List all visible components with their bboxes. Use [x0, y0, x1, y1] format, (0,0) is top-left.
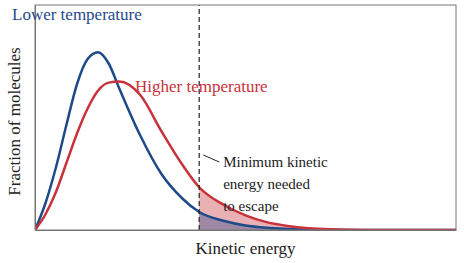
- curve: [35, 52, 456, 230]
- annotation-text: energy needed: [223, 176, 310, 192]
- leader-line: [203, 155, 219, 162]
- plot-frame: [35, 5, 456, 230]
- curve: [35, 82, 456, 231]
- plot: Minimum kinetic energy needed to escape: [35, 5, 457, 231]
- x-axis-title: Kinetic energy: [195, 239, 296, 258]
- annotation-text: Minimum kinetic: [223, 154, 328, 170]
- chart: Minimum kinetic energy needed to escape Low…: [0, 0, 464, 263]
- y-axis-title: Fraction of molecules: [5, 47, 24, 195]
- marks: [35, 5, 456, 230]
- series-label: Higher temperature: [135, 77, 268, 96]
- annotation-text: to escape: [223, 198, 279, 214]
- series-label: Lower temperature: [12, 5, 142, 24]
- threshold-line: [199, 5, 200, 230]
- shaded-area: [199, 212, 456, 230]
